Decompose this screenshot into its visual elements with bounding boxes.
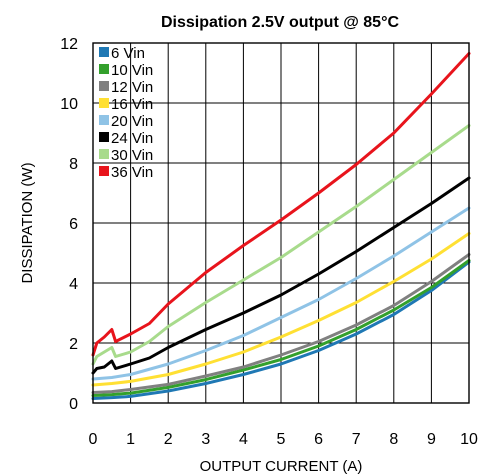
series-line-20-vin xyxy=(91,206,471,381)
series-line-6-vin xyxy=(91,260,471,400)
legend-label: 6 Vin xyxy=(111,45,145,62)
legend-label: 16 Vin xyxy=(111,96,153,113)
y-tick-label: 0 xyxy=(69,396,78,413)
x-tick-label: 4 xyxy=(239,431,248,448)
legend-swatch xyxy=(99,149,109,159)
legend-label: 36 Vin xyxy=(111,164,153,181)
x-tick-label: 10 xyxy=(460,431,478,448)
legend-swatch xyxy=(99,166,109,176)
series-line-12-vin xyxy=(91,253,471,394)
series-lines xyxy=(91,52,471,400)
legend-label: 12 Vin xyxy=(111,79,153,96)
legend-swatch xyxy=(99,98,109,108)
y-tick-label: 6 xyxy=(69,216,78,233)
x-tick-label: 7 xyxy=(352,431,361,448)
legend-label: 30 Vin xyxy=(111,147,153,164)
legend-swatch xyxy=(99,115,109,125)
x-tick-label: 3 xyxy=(201,431,210,448)
x-tick-label: 2 xyxy=(164,431,173,448)
legend-label: 20 Vin xyxy=(111,113,153,130)
x-tick-label: 5 xyxy=(277,431,286,448)
x-tick-label: 8 xyxy=(389,431,398,448)
y-tick-label: 4 xyxy=(69,276,78,293)
series-line-36-vin xyxy=(91,52,471,357)
y-tick-label: 8 xyxy=(69,156,78,173)
x-tick-label: 1 xyxy=(126,431,135,448)
x-tick-label: 0 xyxy=(89,431,98,448)
y-tick-label: 10 xyxy=(60,96,78,113)
y-tick-label: 12 xyxy=(60,36,78,53)
chart-title: Dissipation 2.5V output @ 85°C xyxy=(161,14,399,31)
x-tick-label: 9 xyxy=(427,431,436,448)
series-line-10-vin xyxy=(91,259,471,397)
series-line-30-vin xyxy=(91,124,471,366)
series-line-24-vin xyxy=(91,176,471,375)
grid-lines xyxy=(93,43,469,403)
legend-swatch xyxy=(99,81,109,91)
series-line-16-vin xyxy=(91,232,471,387)
y-axis-label: DISSIPATION (W) xyxy=(19,162,36,283)
y-tick-label: 2 xyxy=(69,336,78,353)
x-axis-label: OUTPUT CURRENT (A) xyxy=(200,458,363,475)
y-tick-labels: 0 2 4 6 8 10 12 xyxy=(60,36,78,413)
plot-frame xyxy=(92,42,470,404)
x-tick-labels: 0 1 2 3 4 5 6 7 8 9 10 xyxy=(89,431,478,448)
legend-swatch xyxy=(99,64,109,74)
legend-swatch xyxy=(99,132,109,142)
x-tick-label: 6 xyxy=(314,431,323,448)
legend-label: 10 Vin xyxy=(111,62,153,79)
legend-swatch xyxy=(99,47,109,57)
legend-label: 24 Vin xyxy=(111,130,153,147)
